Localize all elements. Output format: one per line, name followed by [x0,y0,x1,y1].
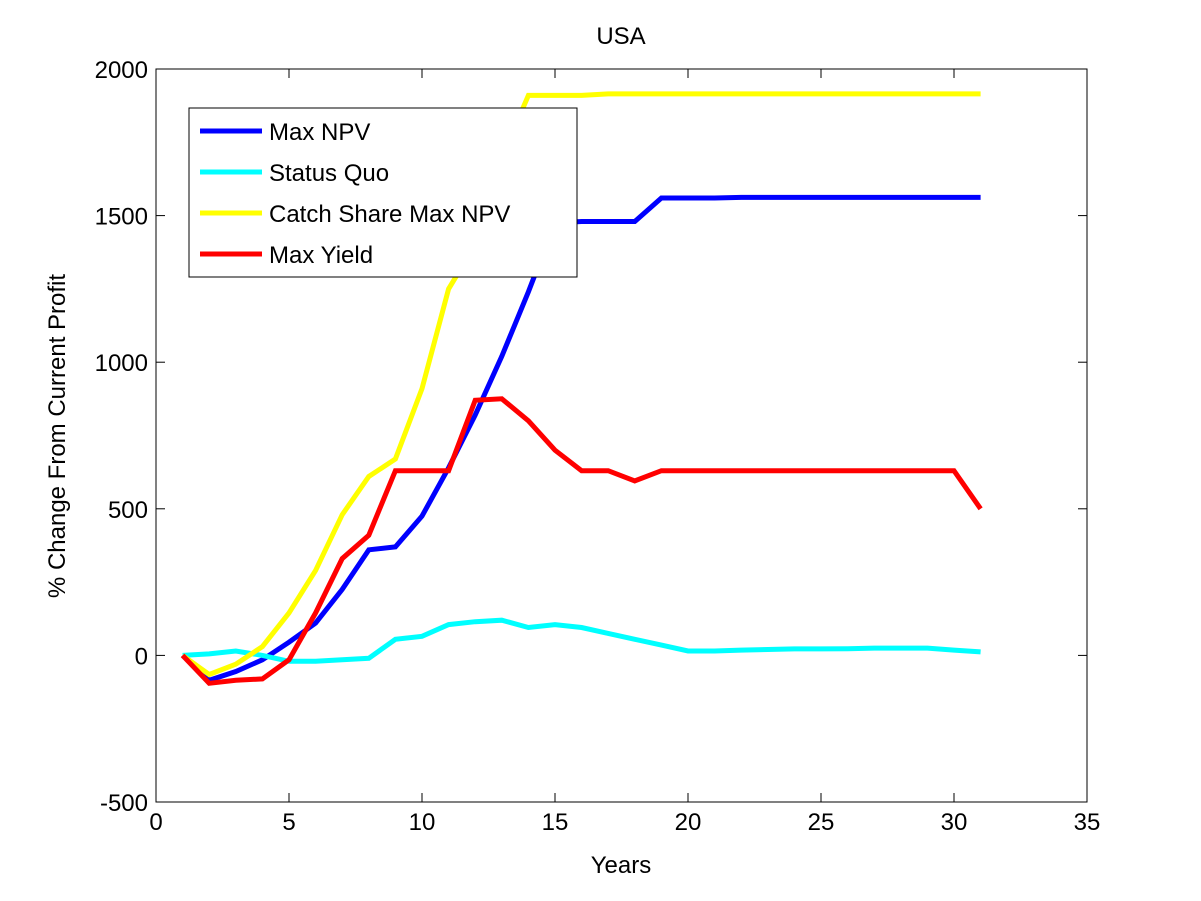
x-tick-label: 20 [675,809,702,836]
chart-title: USA [596,23,645,50]
legend-label-0: Max NPV [269,119,370,146]
series-line-1 [182,617,981,664]
y-tick-label: 2000 [95,57,148,84]
x-tick-label: 35 [1074,809,1101,836]
series-line-0 [180,194,981,684]
legend-label-3: Max Yield [269,242,373,269]
y-tick-label: 1000 [95,350,148,377]
x-axis-label: Years [591,852,652,879]
legend: Max NPV Status Quo Catch Share Max NPV Max … [188,107,578,278]
legend-box [188,107,578,278]
y-axis-label: % Change From Current Profit [44,274,71,598]
x-tick-label: 30 [941,809,968,836]
x-tick-label: 0 [149,809,162,836]
y-tick-label: 500 [108,497,148,524]
x-tick-label: 15 [542,809,569,836]
legend-label-2: Catch Share Max NPV [269,201,510,228]
plot-area-frame [155,68,1088,803]
y-tick-label: -500 [100,790,148,817]
legend-label-1: Status Quo [269,160,389,187]
y-tick-label: 1500 [95,204,148,231]
x-tick-label: 25 [808,809,835,836]
x-tick-label: 10 [409,809,436,836]
x-axis-ticks: 0 5 10 15 20 25 30 35 [149,69,1100,836]
plot-series-group [180,91,983,686]
y-tick-label: 0 [135,643,148,670]
x-tick-label: 5 [282,809,295,836]
series-line-3 [180,396,983,686]
series-line-2 [181,91,981,678]
y-axis-ticks: -500 0 500 1000 1500 2000 [95,57,1087,817]
